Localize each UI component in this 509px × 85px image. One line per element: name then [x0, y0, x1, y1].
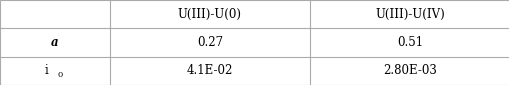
Text: U(III)-U(0): U(III)-U(0)	[178, 8, 241, 21]
Text: U(III)-U(IV): U(III)-U(IV)	[375, 8, 444, 21]
Text: 4.1E-02: 4.1E-02	[186, 64, 233, 77]
Text: 0.27: 0.27	[196, 36, 222, 49]
Text: 2.80E-03: 2.80E-03	[383, 64, 436, 77]
Text: i: i	[44, 64, 48, 77]
Text: a: a	[51, 36, 59, 49]
Text: 0.51: 0.51	[397, 36, 422, 49]
Text: 0: 0	[58, 71, 63, 79]
